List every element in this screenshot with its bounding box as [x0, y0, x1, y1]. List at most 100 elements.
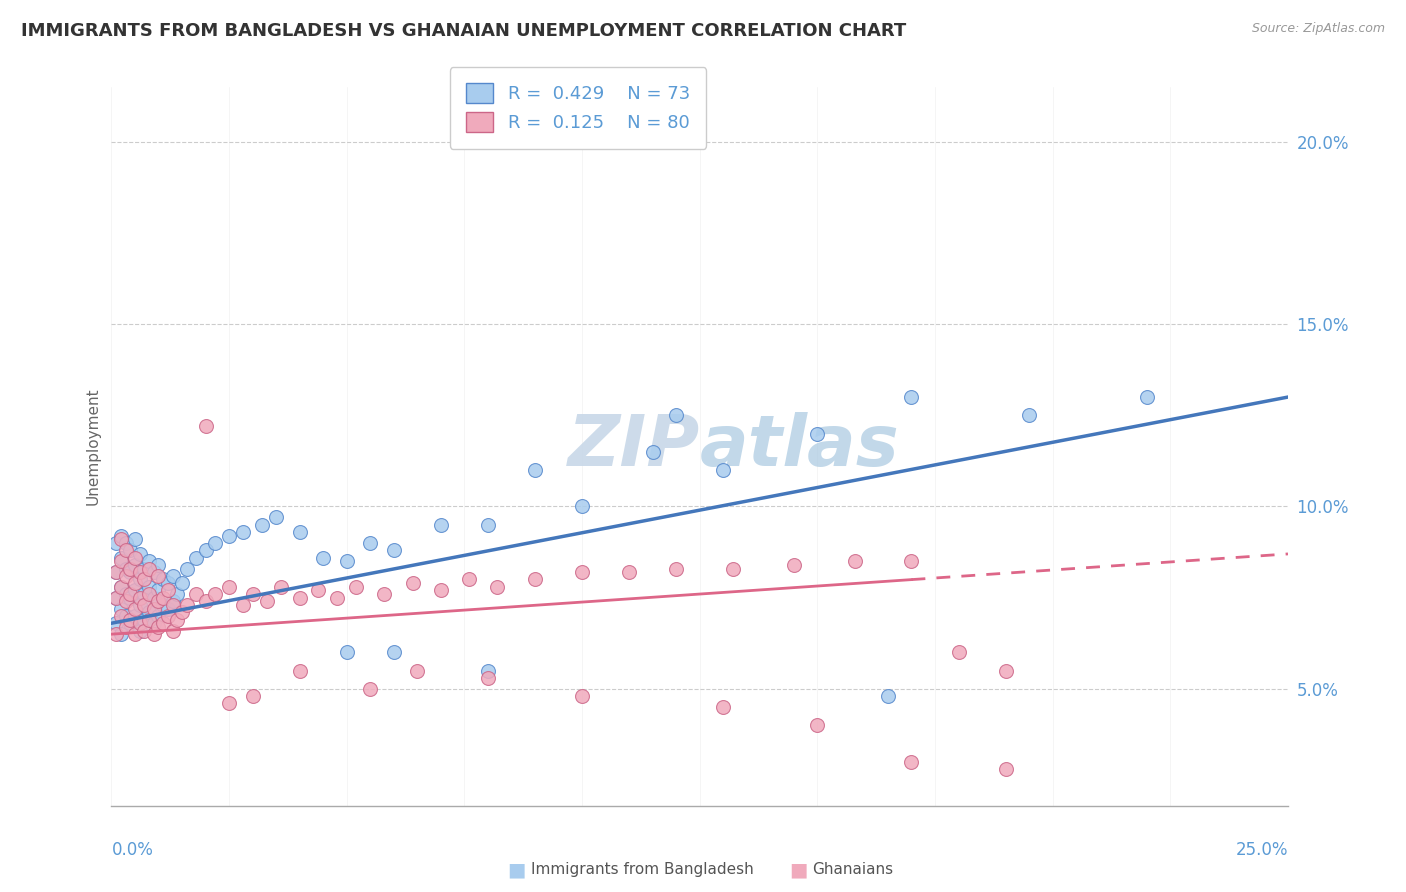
Point [110, 609, 132, 624]
Point [900, 554, 922, 568]
Point [138, 554, 160, 568]
Point [124, 583, 146, 598]
Point [156, 583, 179, 598]
Point [120, 587, 142, 601]
Point [806, 718, 828, 732]
Point [382, 645, 405, 659]
Point [148, 558, 170, 572]
Point [1018, 409, 1040, 423]
Point [336, 645, 359, 659]
Point [110, 601, 132, 615]
Point [204, 587, 226, 601]
Point [344, 580, 367, 594]
Point [156, 601, 179, 615]
Point [148, 620, 170, 634]
Point [124, 533, 146, 547]
Point [114, 569, 136, 583]
Point [128, 573, 150, 587]
Point [250, 517, 273, 532]
Point [148, 569, 170, 583]
Point [110, 529, 132, 543]
Point [166, 613, 188, 627]
Point [114, 561, 136, 575]
Point [288, 664, 311, 678]
Point [204, 536, 226, 550]
Point [218, 529, 240, 543]
Point [105, 565, 128, 579]
Point [110, 554, 132, 568]
Point [162, 569, 184, 583]
Point [665, 409, 688, 423]
Point [194, 594, 217, 608]
Point [486, 580, 509, 594]
Point [232, 524, 254, 539]
Point [134, 573, 156, 587]
Point [900, 755, 922, 769]
Point [120, 543, 142, 558]
Text: 0.0%: 0.0% [111, 840, 153, 858]
Point [114, 587, 136, 601]
Point [641, 444, 664, 458]
Point [138, 580, 160, 594]
Point [711, 463, 734, 477]
Point [134, 613, 156, 627]
Point [114, 536, 136, 550]
Point [523, 463, 546, 477]
Point [721, 561, 744, 575]
Point [114, 543, 136, 558]
Point [142, 601, 165, 615]
Point [148, 609, 170, 624]
Point [128, 598, 150, 612]
Point [184, 550, 207, 565]
Point [152, 573, 174, 587]
Point [134, 624, 156, 638]
Point [156, 609, 179, 624]
Point [1136, 390, 1159, 404]
Point [430, 517, 453, 532]
Point [994, 762, 1017, 776]
Point [232, 598, 254, 612]
Point [948, 645, 970, 659]
Point [110, 627, 132, 641]
Point [120, 613, 142, 627]
Point [138, 605, 160, 619]
Text: ZIP: ZIP [568, 412, 700, 481]
Point [138, 613, 160, 627]
Point [336, 554, 359, 568]
Point [148, 583, 170, 598]
Point [170, 605, 193, 619]
Point [124, 558, 146, 572]
Point [523, 573, 546, 587]
Point [194, 543, 217, 558]
Point [152, 591, 174, 605]
Point [110, 580, 132, 594]
Point [105, 591, 128, 605]
Point [134, 598, 156, 612]
Point [110, 550, 132, 565]
Point [477, 517, 499, 532]
Point [124, 550, 146, 565]
Point [844, 554, 866, 568]
Point [877, 689, 900, 703]
Point [242, 689, 264, 703]
Point [359, 536, 381, 550]
Point [142, 627, 165, 641]
Point [458, 573, 481, 587]
Point [124, 609, 146, 624]
Y-axis label: Unemployment: Unemployment [86, 387, 100, 505]
Point [105, 616, 128, 631]
Point [105, 627, 128, 641]
Point [783, 558, 806, 572]
Point [288, 591, 311, 605]
Point [105, 591, 128, 605]
Point [152, 598, 174, 612]
Point [156, 576, 179, 591]
Point [176, 561, 198, 575]
Point [218, 580, 240, 594]
Point [110, 533, 132, 547]
Point [477, 671, 499, 685]
Point [900, 390, 922, 404]
Point [326, 591, 349, 605]
Text: ■: ■ [789, 860, 807, 880]
Point [806, 426, 828, 441]
